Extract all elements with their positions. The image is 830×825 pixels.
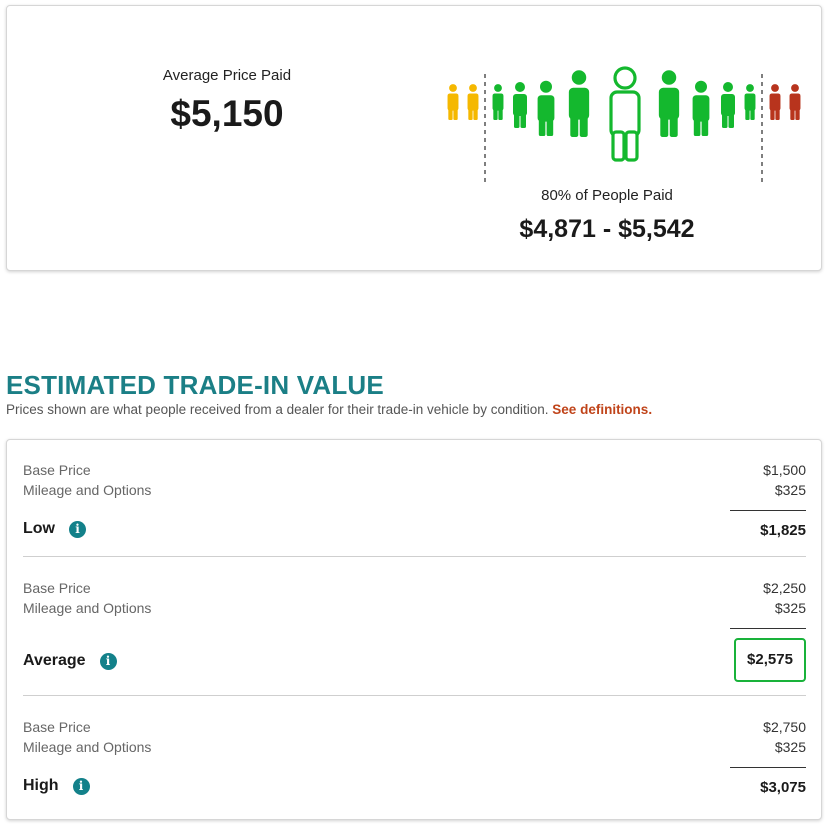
- tier-total-value-highlighted: $2,575: [734, 638, 806, 682]
- price-paid-card: Average Price Paid $5,150 80% of People …: [6, 5, 822, 271]
- base-price-label: Base Price: [23, 580, 91, 596]
- info-icon[interactable]: i: [72, 777, 90, 795]
- person-icon: [692, 80, 710, 136]
- person-icon: [744, 84, 756, 120]
- range-label: 80% of People Paid: [541, 187, 673, 204]
- tier-name: Average: [23, 652, 86, 669]
- base-price-row: Base Price $1,500: [23, 462, 806, 478]
- tier-name: High: [23, 777, 59, 794]
- base-price-row: Base Price $2,250: [23, 580, 806, 596]
- tier-total-label: High i: [23, 777, 90, 795]
- tier-divider: [23, 695, 806, 696]
- mileage-options-row: Mileage and Options $325: [23, 482, 806, 498]
- mileage-options-label: Mileage and Options: [23, 600, 152, 616]
- base-price-value: $2,250: [763, 580, 806, 596]
- person-icon: [492, 84, 504, 120]
- info-icon[interactable]: i: [99, 652, 117, 670]
- mileage-options-value: $325: [774, 600, 806, 616]
- info-icon[interactable]: i: [69, 520, 86, 538]
- trade-in-title: ESTIMATED TRADE-IN VALUE: [6, 370, 384, 400]
- base-price-value: $2,750: [763, 719, 806, 735]
- base-price-label: Base Price: [23, 462, 91, 478]
- person-icon: [789, 84, 801, 120]
- subtotal-rule: [730, 767, 806, 768]
- person-icon: [658, 70, 680, 137]
- person-icon: [467, 84, 479, 120]
- mileage-options-label: Mileage and Options: [23, 739, 152, 755]
- range-value: $4,871 - $5,542: [519, 215, 695, 243]
- person-icon: [609, 66, 641, 162]
- person-icon: [513, 82, 527, 128]
- base-price-row: Base Price $2,750: [23, 719, 806, 735]
- average-price-label: Average Price Paid: [162, 67, 292, 84]
- mileage-options-value: $325: [774, 482, 806, 498]
- person-icon: [721, 82, 735, 128]
- trade-in-subtitle: Prices shown are what people received fr…: [6, 402, 652, 417]
- trade-in-subtitle-text: Prices shown are what people received fr…: [6, 402, 549, 417]
- mileage-options-value: $325: [774, 739, 806, 755]
- see-definitions-link[interactable]: See definitions.: [552, 402, 653, 417]
- person-icon: [568, 70, 590, 137]
- mileage-options-label: Mileage and Options: [23, 482, 152, 498]
- person-icon: [537, 80, 555, 136]
- tier-name: Low: [23, 520, 55, 537]
- trade-in-card: Base Price $1,500 Mileage and Options $3…: [6, 439, 822, 820]
- tier-divider: [23, 556, 806, 557]
- mileage-options-row: Mileage and Options $325: [23, 739, 806, 755]
- mileage-options-row: Mileage and Options $325: [23, 600, 806, 616]
- tier-total-value: $3,075: [760, 779, 806, 796]
- subtotal-rule: [730, 510, 806, 511]
- tier-total-value: $1,825: [760, 522, 806, 539]
- average-price-value: $5,150: [170, 93, 284, 134]
- base-price-label: Base Price: [23, 719, 91, 735]
- tier-total-label: Low i: [23, 520, 86, 538]
- people-distribution-graphic: [447, 66, 801, 182]
- person-icon: [447, 84, 459, 120]
- person-icon: [769, 84, 781, 120]
- base-price-value: $1,500: [763, 462, 806, 478]
- tier-total-label: Average i: [23, 652, 117, 670]
- subtotal-rule: [730, 628, 806, 629]
